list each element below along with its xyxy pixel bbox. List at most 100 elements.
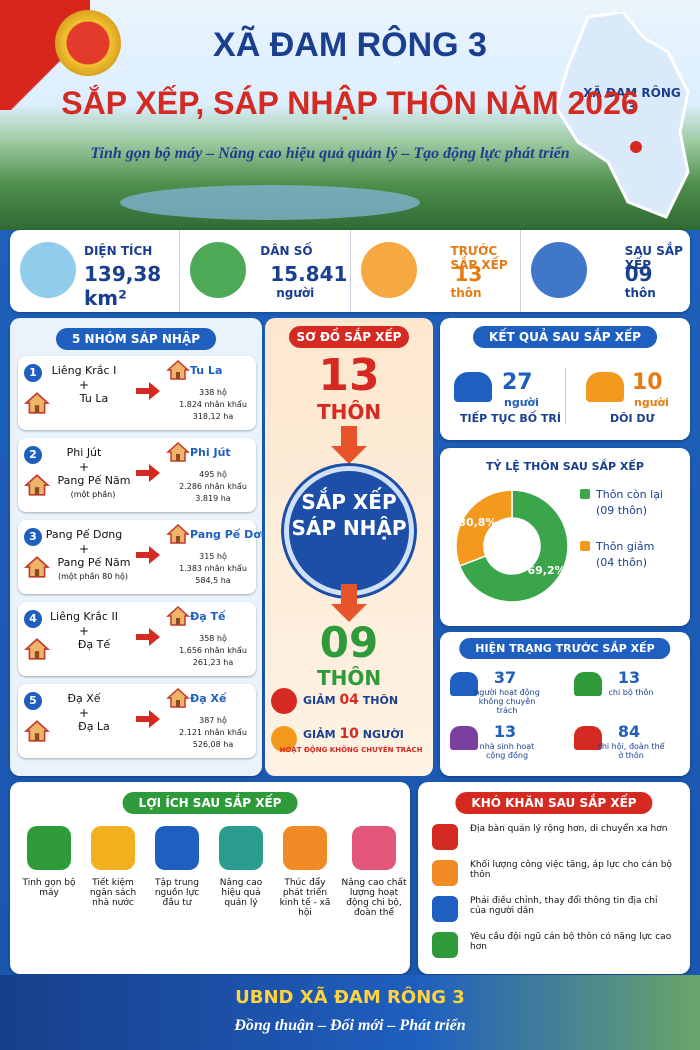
center-text: SẮP XẾP — [301, 490, 397, 514]
group-note: (một phần 80 hộ) — [58, 572, 128, 581]
legend-label: Thôn còn lại (09 thôn) — [595, 488, 663, 517]
plus: + — [78, 378, 90, 392]
legend-line: Thôn giảm — [595, 540, 654, 553]
group-card: 5 Đạ Xế + Đạ La Đạ Xế 387 hộ 2.121 nhân khẩu 52… — [18, 684, 256, 758]
benefit-icon — [91, 826, 135, 870]
house-icon — [24, 636, 50, 662]
status-label: nhà sinh hoạt cộng đồng — [479, 742, 535, 760]
status-icon — [574, 726, 602, 750]
before-number: 13 — [318, 350, 380, 401]
group-area: 584,5 ha — [195, 576, 231, 585]
difficulties-panel: KHÓ KHĂN SAU SẮP XẾP Địa bàn quản lý rộn… — [418, 782, 690, 974]
group-households: 338 hộ — [199, 388, 227, 397]
group-card: 3 Pang Pế Dơng + Pang Pế Năm (một phần 80 hộ… — [18, 520, 276, 594]
emblem — [55, 10, 121, 76]
benefit: Nâng cao chất lượng hoạt động chi bộ, đo… — [338, 826, 410, 918]
benefit-icon — [155, 826, 199, 870]
benefits-panel: LỢI ÍCH SAU SẮP XẾP Tinh gọn bộ máy Tiết … — [10, 782, 410, 974]
house — [166, 687, 190, 708]
stat-value: 09 — [624, 262, 653, 286]
stat-value: 139,38 km² — [84, 262, 162, 310]
group-area: 526,08 ha — [192, 740, 234, 749]
group-target: Tu La — [190, 364, 223, 377]
stat-label: DIỆN TÍCH — [84, 244, 153, 258]
status-number: 13 — [617, 668, 641, 687]
difficulty: Khối lượng công việc tăng, áp lực cho cá… — [432, 858, 682, 892]
center-circle — [284, 466, 414, 596]
stat-unit: thôn — [450, 286, 482, 300]
status-icon — [574, 672, 602, 696]
slogan: Tinh gọn bộ máy – Nâng cao hiệu quả quản… — [90, 145, 570, 162]
reduction: GIẢM 04 THÔN — [303, 692, 463, 708]
benefit: Tiết kiệm ngân sách nhà nước — [82, 826, 144, 908]
result-icon — [586, 372, 624, 402]
legend-line: (04 thôn) — [596, 556, 647, 569]
result-number: 10 — [632, 370, 663, 395]
arrow-down — [331, 584, 367, 622]
group-source: Liêng Krắc I — [51, 364, 117, 377]
arrow — [136, 546, 160, 564]
group-source: Pang Pế Năm — [57, 556, 131, 569]
donut-chart: 69,2% Thôn còn lại (09 thôn) 30,8% Thôn giảm… — [455, 488, 663, 603]
center-text: SÁP NHẬP — [291, 516, 407, 540]
status-panel: HIỆN TRẠNG TRƯỚC SẮP XẾP 37 người hoạt độ… — [440, 632, 690, 776]
chart-title: TỶ LỆ THÔN SAU SẮP XẾP — [486, 460, 644, 473]
legend-swatch — [580, 489, 590, 499]
benefit-icon — [352, 826, 396, 870]
group-number: 5 — [24, 692, 42, 710]
reduction-unit: NGƯỜI — [362, 728, 404, 741]
difficulty: Địa bàn quản lý rộng hơn, di chuyển xa h… — [432, 822, 682, 856]
stat-label: TRƯỚC SẮP XẾP — [450, 244, 508, 272]
group-source: Đạ La — [78, 720, 110, 733]
benefit: Tập trung nguồn lực đầu tư — [146, 826, 208, 908]
status-icon — [450, 726, 478, 750]
benefit-text: Nâng cao hiệu quả quản lý — [219, 878, 263, 908]
panel-title: SƠ ĐỒ SẮP XẾP — [289, 326, 409, 348]
status-number: 37 — [493, 668, 517, 687]
divider — [565, 368, 566, 424]
group-households: 495 hộ — [199, 470, 227, 479]
house — [24, 556, 50, 578]
group-population: 1.824 nhân khẩu — [179, 400, 247, 409]
after-unit: THÔN — [316, 666, 382, 690]
group-population: 1.383 nhân khẩu — [179, 564, 247, 573]
stat: SAU SẮP XẾP 09 thôn — [521, 230, 690, 312]
group-target: Phi Jút — [190, 446, 231, 459]
arrow-right — [136, 464, 160, 482]
benefit-text: Tiết kiệm ngân sách nhà nước — [89, 878, 137, 908]
house — [24, 392, 50, 414]
stat-icon — [20, 242, 76, 298]
group-population: 2.121 nhân khẩu — [179, 728, 247, 737]
result-unit: người — [504, 396, 539, 409]
group-source: Pang Pế Năm — [57, 474, 131, 487]
panel-title: KẾT QUẢ SAU SẮP XẾP — [473, 326, 657, 348]
group-households: 315 hộ — [199, 552, 227, 561]
lake — [120, 185, 420, 220]
reduction-prefix: GIẢM — [303, 694, 336, 707]
status-item: 13 nhà sinh hoạt cộng đồng — [444, 720, 564, 780]
house-icon — [166, 358, 190, 382]
legend-line: (09 thôn) — [596, 504, 647, 517]
group-source: Phi Jút — [66, 446, 102, 459]
difficulty: Yêu cầu đội ngũ cán bộ thôn có năng lực … — [432, 930, 682, 964]
icon — [271, 726, 297, 752]
house — [166, 523, 190, 544]
pie-slice — [455, 489, 513, 567]
status-icon — [450, 672, 478, 696]
group-target: Đạ Xế — [190, 692, 227, 705]
plus: + — [78, 624, 90, 638]
arrow-right — [136, 382, 160, 400]
house-icon — [24, 472, 50, 498]
stat-label: SAU SẮP XẾP — [624, 244, 683, 272]
difficulty-text: Địa bàn quản lý rộng hơn, di chuyển xa h… — [470, 824, 668, 834]
slice-label: 30,8% — [458, 516, 496, 529]
slice-label: 69,2% — [528, 564, 566, 577]
result-label: DÔI DƯ — [610, 412, 655, 425]
house-icon — [24, 390, 50, 416]
group-note: (một phần) — [70, 490, 116, 499]
after-number: 09 — [319, 618, 379, 667]
result-number: 27 — [502, 370, 533, 395]
stat-label: DÂN SỐ — [260, 244, 313, 258]
stat-icon — [530, 242, 587, 298]
